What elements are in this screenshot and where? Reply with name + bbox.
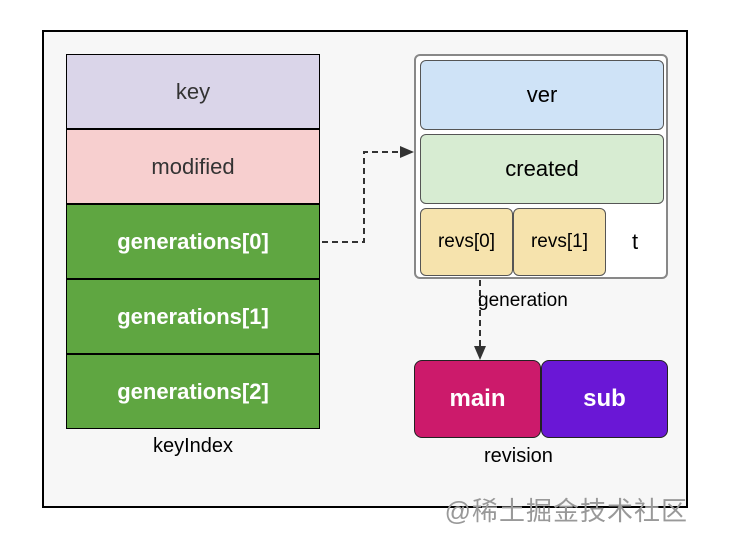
keyindex-cell-modified: modified [66,129,320,204]
revs-cell-1: revs[1] [513,208,606,276]
revs-cell-0: revs[0] [420,208,513,276]
keyindex-cell-key: key [66,54,320,129]
revision-group: main sub [414,360,668,438]
ver-cell: ver [420,60,664,130]
keyindex-label: keyIndex [66,435,320,458]
generation-group: ver created revs[0] revs[1] t [414,54,668,279]
cell-label: sub [583,385,626,413]
cell-label: revs[0] [438,231,495,253]
keyindex-stack: key modified generations[0] generations[… [66,54,320,458]
cell-label: main [449,385,505,413]
cell-label: revs[1] [531,231,588,253]
t-cell: t [606,208,664,276]
created-cell: created [420,134,664,204]
revision-main: main [414,360,541,438]
keyindex-cell-gen0: generations[0] [66,204,320,279]
generation-label: generation [478,290,568,312]
revs-row: revs[0] revs[1] t [420,208,664,276]
cell-label: generations[2] [117,379,269,405]
cell-label: t [632,229,638,255]
cell-label: generations[1] [117,304,269,330]
watermark-text: @稀土掘金技术社区 [445,491,688,528]
cell-label: ver [527,82,558,108]
revision-label: revision [484,445,553,468]
arrow-gen0-to-right [322,152,412,242]
keyindex-cell-gen2: generations[2] [66,354,320,429]
revision-sub: sub [541,360,668,438]
cell-label: modified [151,154,234,180]
keyindex-cell-gen1: generations[1] [66,279,320,354]
cell-label: key [176,79,210,105]
diagram-frame: key modified generations[0] generations[… [42,30,688,508]
cell-label: created [505,156,578,182]
cell-label: generations[0] [117,229,269,255]
